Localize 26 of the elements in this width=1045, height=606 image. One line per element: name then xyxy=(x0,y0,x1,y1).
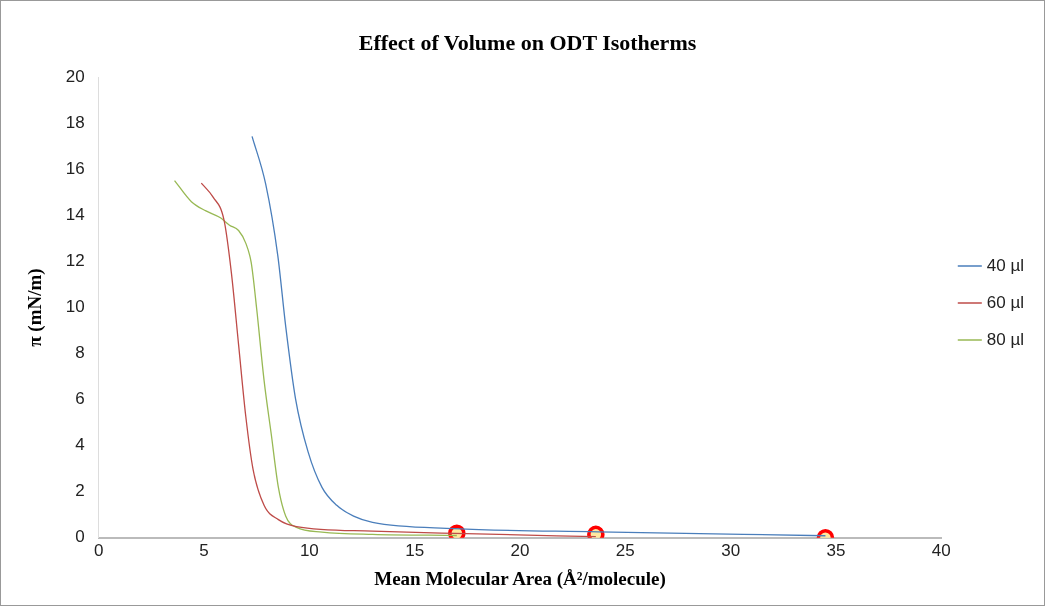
x-tick-label: 0 xyxy=(93,540,104,560)
x-tick-label: 40 xyxy=(931,540,951,560)
y-axis-title: π (mN/m) xyxy=(24,268,47,347)
x-tick-label: 35 xyxy=(826,540,846,560)
legend-label: 60 µl xyxy=(986,292,1025,312)
y-tick-label: 14 xyxy=(65,205,85,225)
y-tick-label: 0 xyxy=(75,527,85,547)
x-tick-label: 20 xyxy=(510,540,530,560)
x-tick-label: 15 xyxy=(405,540,425,560)
chart-title: Effect of Volume on ODT Isotherms xyxy=(358,29,697,55)
y-tick-label: 20 xyxy=(65,67,85,87)
y-tick-label: 10 xyxy=(65,297,85,317)
y-tick-label: 4 xyxy=(75,435,85,455)
y-tick-label: 18 xyxy=(65,113,85,133)
x-tick-label: 10 xyxy=(299,540,319,560)
x-tick-label: 30 xyxy=(721,540,741,560)
legend-label: 40 µl xyxy=(986,255,1025,275)
legend-label: 80 µl xyxy=(986,329,1025,349)
x-tick-label: 25 xyxy=(615,540,635,560)
x-axis-title: Mean Molecular Area (Å²/molecule) xyxy=(374,567,666,590)
x-tick-label: 5 xyxy=(199,540,209,560)
y-tick-label: 8 xyxy=(75,343,85,363)
y-tick-label: 16 xyxy=(65,159,85,179)
y-tick-label: 2 xyxy=(75,481,85,501)
y-tick-label: 6 xyxy=(75,389,85,409)
y-tick-label: 12 xyxy=(65,251,85,271)
